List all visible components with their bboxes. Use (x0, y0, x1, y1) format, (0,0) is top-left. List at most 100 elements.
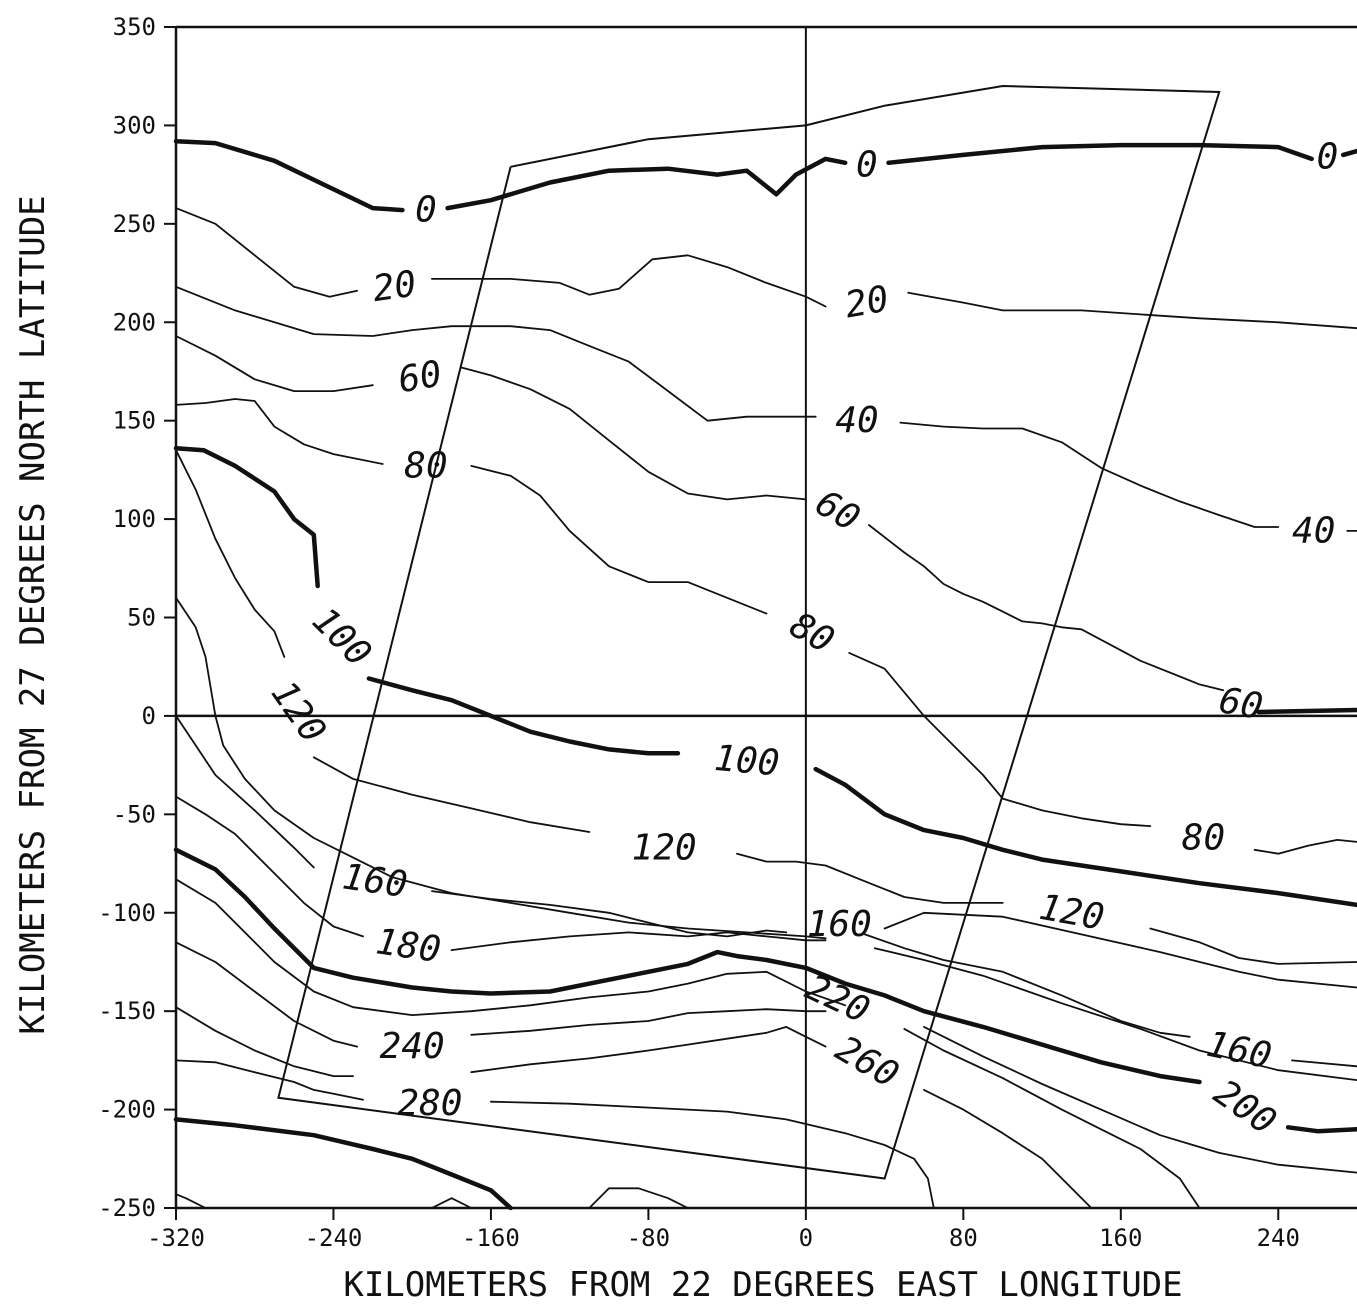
contour-label: 240 (380, 1026, 445, 1067)
contour-line-180 (175, 795, 364, 938)
y-tick-label: 350 (113, 13, 156, 41)
contour-line-280 (175, 1059, 364, 1101)
x-tick-label: 0 (799, 1224, 813, 1252)
contour-line-220 (175, 878, 847, 1016)
contour-label: 120 (263, 674, 334, 751)
contour-label: 160 (340, 856, 410, 906)
contour-line-0 (886, 142, 1314, 166)
contour-label: 40 (1292, 510, 1335, 551)
contour-label: 40 (835, 400, 878, 441)
contour-line-200 (1285, 1125, 1357, 1134)
x-tick-label: 160 (1099, 1224, 1142, 1252)
x-tick-label: 80 (949, 1224, 978, 1252)
contour-label: 160 (807, 904, 872, 945)
contour-label: 220 (799, 967, 875, 1032)
contour-line-240 (903, 1028, 1201, 1209)
contour-line-260 (923, 1089, 1093, 1209)
contour-line-240 (470, 1008, 827, 1036)
x-axis-title: KILOMETERS FROM 22 DEGREES EAST LONGITUD… (343, 1265, 1182, 1305)
contour-line-100 (173, 445, 320, 589)
contour-line-160 (1291, 1059, 1357, 1068)
contour-label: 120 (632, 827, 697, 868)
contour-label: 100 (713, 738, 781, 785)
contour-line-280 (489, 1100, 935, 1209)
contour-label: 0 (415, 190, 437, 231)
contour-line-80 (175, 398, 384, 465)
y-tick-label: -250 (98, 1194, 156, 1222)
contour-line-100 (366, 676, 681, 756)
boundary-outline (277, 84, 1221, 1180)
contour-line-180 (450, 931, 827, 951)
y-tick-label: -100 (98, 899, 156, 927)
y-tick-label: 250 (113, 210, 156, 238)
contour-label: 260 (828, 1028, 905, 1096)
contour-line-160 (175, 715, 315, 869)
contour-lines (173, 138, 1357, 1211)
contour-line-140 (175, 596, 827, 940)
contour-line-60 (175, 335, 374, 393)
y-tick-label: -200 (98, 1096, 156, 1124)
contour-line-180 (873, 947, 1357, 1081)
contour-line-0 (1340, 148, 1357, 158)
x-tick-label: -160 (462, 1224, 520, 1252)
y-tick-label: 100 (113, 505, 156, 533)
contour-line-320 (175, 1193, 207, 1209)
contour-line-260 (470, 1026, 827, 1074)
contour-line-160 (430, 890, 788, 938)
y-tick-label: 150 (113, 407, 156, 435)
y-tick-label: -150 (98, 997, 156, 1025)
y-tick-label: 50 (127, 604, 156, 632)
y-tick-label: 200 (113, 308, 156, 336)
contour-label: 0 (1317, 136, 1339, 177)
contour-label: 60 (1216, 680, 1266, 728)
contour-label: 160 (1203, 1024, 1275, 1078)
contour-line-120 (312, 756, 591, 833)
contour-line-200 (173, 847, 1202, 1085)
y-axis-title: KILOMETERS FROM 27 DEGREES NORTH LATITUD… (13, 195, 53, 1034)
contour-line-0 (173, 138, 405, 213)
contour-label: 20 (370, 264, 419, 311)
boundary-polygon (277, 84, 1221, 1180)
contour-line-40 (899, 421, 1280, 528)
contour-label: 80 (404, 445, 447, 486)
contour-line-20 (175, 207, 359, 298)
contour-line-120 (1149, 927, 1357, 965)
x-tick-label: -240 (305, 1224, 363, 1252)
contour-line-240 (175, 941, 359, 1048)
contour-line-120 (736, 852, 1004, 904)
reference-lines (176, 27, 1357, 1208)
contour-label: 0 (856, 144, 878, 185)
contour-line-300 (173, 1117, 513, 1211)
contour-line-40 (175, 285, 817, 422)
y-tick-label: 300 (113, 111, 156, 139)
contour-line-220 (923, 1026, 1357, 1174)
x-tick-label: 240 (1257, 1224, 1300, 1252)
contour-line-320 (588, 1187, 689, 1209)
contour-line-60 (1256, 707, 1357, 715)
contour-label: 200 (1206, 1072, 1283, 1143)
contour-label: 80 (783, 605, 841, 662)
contour-line-160 (864, 933, 1191, 1038)
contour-line-20 (907, 291, 1357, 330)
contour-label: 60 (395, 353, 445, 401)
contour-line-320 (430, 1197, 473, 1209)
contour-line-60 (868, 524, 1225, 692)
contour-line-60 (460, 366, 807, 501)
contour-label: 180 (373, 921, 443, 971)
contour-line-80 (1253, 839, 1357, 855)
y-tick-label: -50 (113, 800, 156, 828)
contour-line-100 (813, 766, 1357, 908)
contour-label: 120 (1036, 887, 1107, 939)
contour-line-80 (470, 464, 768, 615)
x-tick-label: -80 (627, 1224, 670, 1252)
contour-line-140 (883, 911, 1357, 989)
contour-label: 280 (397, 1083, 462, 1124)
contour-labels: 00 020 20404060606080808010010012012012016… (263, 136, 1339, 1143)
contour-line-20 (430, 254, 827, 308)
y-tick-label: 0 (142, 702, 156, 730)
contour-label: 80 (1182, 817, 1225, 858)
contour-line-80 (848, 652, 1152, 827)
contour-line-260 (175, 1006, 355, 1077)
x-tick-label: -320 (147, 1224, 205, 1252)
